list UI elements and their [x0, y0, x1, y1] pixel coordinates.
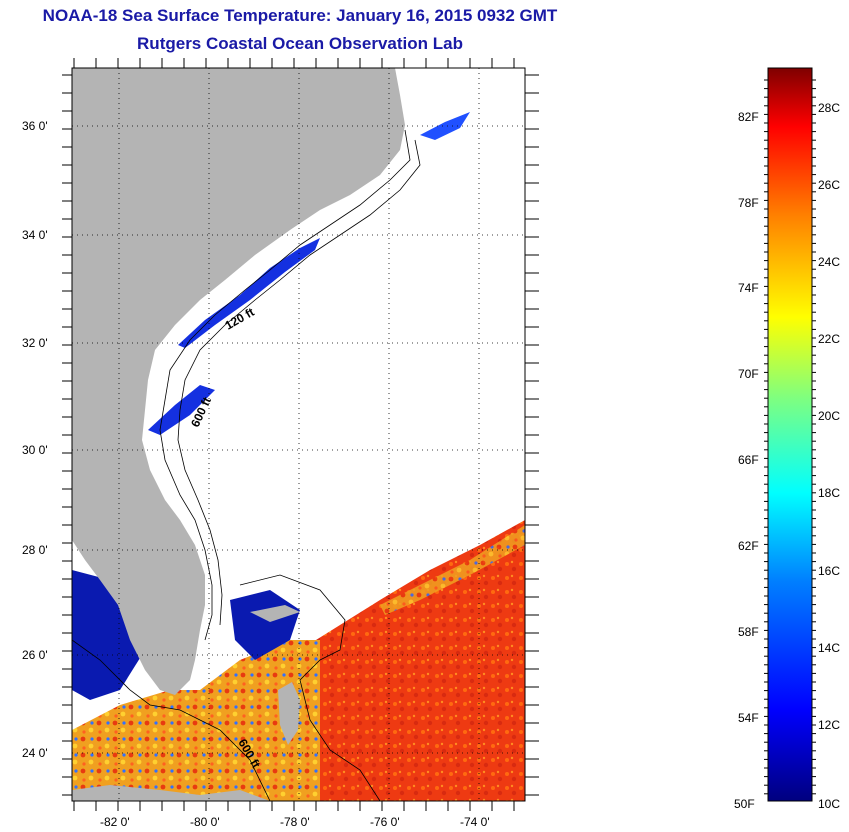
colorbar-c-label: 10C	[818, 797, 840, 811]
colorbar-c-label: 22C	[818, 332, 840, 346]
axis-ticks	[62, 58, 539, 811]
colorbar-ticks	[764, 79, 816, 795]
lat-label: 26 0'	[22, 648, 48, 662]
map-title: NOAA-18 Sea Surface Temperature: January…	[42, 6, 558, 25]
colorbar-c-label: 12C	[818, 718, 840, 732]
isobath-120ft	[159, 129, 411, 641]
colorbar-c-label: 16C	[818, 564, 840, 578]
colorbar-f-label: 82F	[738, 110, 759, 124]
colorbar-c-label: 28C	[818, 101, 840, 115]
lat-label: 32 0'	[22, 336, 48, 350]
grid-lines	[72, 68, 525, 801]
colorbar-c-label: 24C	[818, 255, 840, 269]
colorbar-f-label: 66F	[738, 453, 759, 467]
colorbar-f-label: 50F	[734, 797, 755, 811]
colorbar-f-label: 58F	[738, 625, 759, 639]
isobath-bahamas	[239, 574, 381, 801]
colorbar-c-label: 26C	[818, 178, 840, 192]
land-cuba	[72, 785, 270, 801]
cold-water-patch-carolina	[178, 238, 320, 348]
lat-label: 24 0'	[22, 746, 48, 760]
colorbar-f-label: 62F	[738, 539, 759, 553]
cold-water-patch-cape-hatteras	[420, 112, 470, 140]
lat-label: 28 0'	[22, 543, 48, 557]
lon-label: -74 0'	[460, 815, 490, 829]
lon-label: -80 0'	[190, 815, 220, 829]
colorbar-f-label: 54F	[738, 711, 759, 725]
land-andros-island	[278, 682, 300, 745]
land-grand-bahama	[250, 605, 300, 622]
colorbar-f-label: 70F	[738, 367, 759, 381]
colorbar-c-label: 20C	[818, 409, 840, 423]
lon-label: -76 0'	[370, 815, 400, 829]
colorbar-f-label: 74F	[738, 281, 759, 295]
lat-label: 30 0'	[22, 443, 48, 457]
temperature-colorbar	[767, 67, 813, 802]
lon-label: -82 0'	[100, 815, 130, 829]
map-subtitle: Rutgers Coastal Ocean Observation Lab	[137, 34, 463, 53]
gulf-stream-edge	[380, 525, 525, 615]
warm-water-region	[300, 520, 525, 801]
mixed-water-region	[72, 640, 320, 801]
colorbar-c-label: 14C	[818, 641, 840, 655]
colorbar-c-label: 18C	[818, 486, 840, 500]
land-southeast-us	[72, 68, 405, 695]
isobath-gulf	[72, 639, 271, 801]
lat-label: 34 0'	[22, 228, 48, 242]
lat-label: 36 0'	[22, 119, 48, 133]
cold-water-patch-georgia	[148, 385, 215, 435]
lon-label: -78 0'	[280, 815, 310, 829]
isobath-600ft	[177, 139, 421, 626]
colorbar-f-label: 78F	[738, 196, 759, 210]
